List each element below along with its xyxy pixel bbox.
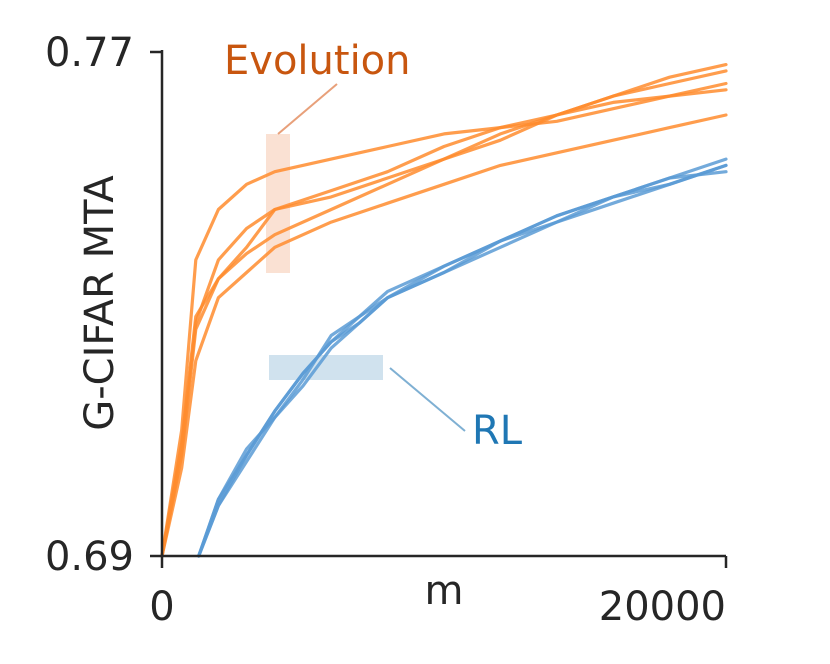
- evolution-series-line-3: [160, 88, 728, 558]
- rl-series-line-4: [197, 163, 728, 558]
- rl-leader-line: [389, 367, 466, 432]
- x-tick-label-right: 20000: [599, 584, 726, 630]
- y-axis-label: G-CIFAR MTA: [77, 175, 123, 431]
- y-tick-label-top: 0.77: [45, 30, 134, 76]
- evolution-series-line-5: [160, 113, 728, 558]
- evolution-series-line-1: [160, 81, 728, 558]
- evolution-series-line-2: [160, 69, 728, 558]
- x-axis-label: m: [425, 568, 464, 614]
- rl-annotation: RL: [472, 408, 523, 454]
- rl-highlight-band: [269, 355, 383, 380]
- evolution-series-line-4: [160, 62, 728, 558]
- y-tick-label-bottom: 0.69: [45, 534, 134, 580]
- evolution-leader-line: [277, 83, 338, 135]
- x-tick-label-left: 0: [149, 584, 174, 630]
- evolution-annotation: Evolution: [224, 38, 411, 84]
- series-group: [160, 62, 728, 558]
